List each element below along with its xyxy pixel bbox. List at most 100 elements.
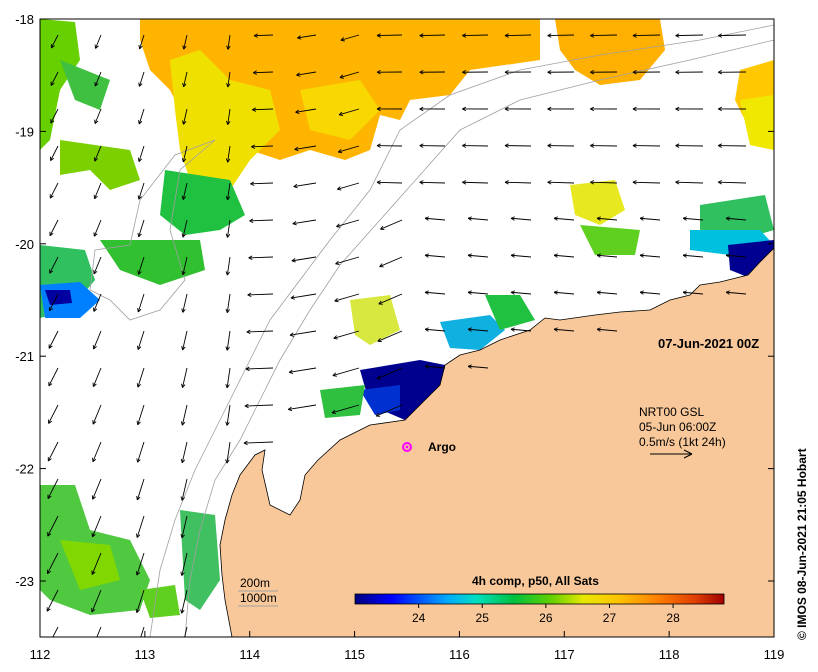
current-arrow	[182, 34, 188, 50]
current-arrow	[379, 256, 403, 268]
current-arrow	[380, 219, 403, 230]
current-arrow	[92, 404, 102, 425]
y-tick-label: -18	[15, 12, 34, 27]
current-arrow	[245, 366, 274, 372]
current-arrow	[675, 33, 704, 38]
current-arrow	[48, 404, 59, 424]
land-mass	[219, 247, 774, 637]
current-arrow	[225, 145, 231, 163]
y-tick-label: -21	[15, 349, 34, 364]
current-arrow	[334, 293, 360, 303]
current-arrow	[553, 290, 575, 295]
current-arrow	[252, 107, 274, 112]
current-arrow	[48, 367, 59, 387]
sst-patch-green-c2	[320, 385, 365, 418]
scale-arrowhead	[683, 449, 693, 459]
current-arrow	[504, 33, 532, 38]
x-tick-label: 113	[134, 647, 155, 662]
current-arrow	[293, 182, 317, 189]
current-arrow	[462, 33, 489, 38]
current-arrow	[294, 145, 317, 152]
current-arrow	[138, 108, 145, 125]
current-arrow	[462, 180, 489, 185]
current-arrow	[424, 216, 446, 221]
current-arrow	[94, 34, 102, 49]
current-arrow	[682, 290, 704, 295]
current-arrow	[288, 367, 317, 374]
current-arrow	[140, 626, 145, 637]
current-arrow	[93, 182, 102, 200]
current-arrow	[718, 33, 747, 38]
current-arrow	[92, 330, 102, 350]
current-arrow	[180, 478, 188, 501]
current-arrow	[504, 70, 532, 75]
current-arrow	[590, 70, 618, 75]
current-arrow	[335, 256, 360, 265]
current-arrow	[419, 106, 446, 112]
colorbar-ticks: 24 25 26 27 28	[412, 604, 680, 625]
colorbar-tick-label: 27	[603, 611, 617, 625]
date-label: 07-Jun-2021 00Z	[658, 336, 759, 351]
current-arrow	[46, 589, 59, 612]
current-arrow	[226, 34, 231, 50]
current-arrow	[462, 106, 489, 112]
current-arrow	[50, 145, 59, 162]
current-arrow	[47, 441, 59, 462]
current-arrow	[180, 589, 188, 614]
current-arrow	[376, 180, 403, 185]
current-arrow	[547, 143, 575, 148]
current-arrow	[504, 180, 532, 185]
current-arrow	[547, 106, 575, 112]
sst-patch-yellow-east	[740, 95, 774, 150]
current-arrow	[632, 143, 661, 148]
current-arrow	[49, 182, 59, 199]
argo-icon	[402, 442, 412, 452]
current-arrow	[553, 216, 575, 221]
current-arrow	[47, 515, 59, 537]
current-arrow	[378, 293, 403, 305]
current-arrow	[226, 71, 231, 88]
current-arrow	[337, 145, 360, 154]
current-arrow	[136, 367, 145, 388]
current-arrow	[337, 182, 360, 191]
current-arrow	[181, 256, 188, 276]
current-arrow	[553, 253, 575, 258]
current-arrow	[250, 181, 274, 186]
current-arrow	[225, 219, 231, 238]
current-arrow	[553, 327, 575, 332]
current-arrow	[725, 290, 747, 295]
current-arrow	[48, 330, 59, 349]
argo-marker[interactable]: Argo	[402, 440, 456, 454]
y-tick-label: -20	[15, 237, 34, 252]
current-arrow	[225, 256, 231, 276]
current-arrow	[137, 182, 145, 200]
current-arrow	[50, 34, 59, 49]
current-arrow	[376, 69, 403, 75]
colorbar-gradient	[354, 593, 725, 605]
current-arrow	[181, 293, 188, 313]
current-legend-line2: 05-Jun 06:00Z	[639, 420, 716, 434]
sst-patch-green-w	[60, 140, 140, 190]
current-arrow	[93, 219, 102, 237]
current-arrow	[376, 367, 403, 380]
credit-label: © IMOS 08-Jun-2021 21:05 Hobart	[795, 448, 809, 640]
current-arrow	[596, 327, 618, 332]
depth-legend-200m: 200m	[240, 576, 270, 590]
sst-patch-lime-sw	[60, 540, 120, 590]
current-arrow	[137, 256, 145, 275]
current-arrow	[182, 108, 188, 125]
current-arrow	[675, 106, 704, 112]
current-arrow	[46, 552, 59, 575]
current-arrow	[510, 253, 532, 258]
current-arrow	[590, 106, 618, 112]
current-arrow	[137, 145, 145, 162]
current-legend: NRT00 GSL 05-Jun 06:00Z 0.5m/s (1kt 24h)	[639, 405, 726, 459]
x-axis: 112 113 114 115 116 117 118 119	[30, 631, 784, 662]
current-arrow	[462, 143, 489, 148]
current-arrow	[52, 626, 59, 637]
current-arrow	[596, 290, 618, 295]
current-arrow	[718, 106, 747, 112]
current-arrow	[590, 143, 618, 148]
current-arrow	[547, 33, 575, 38]
colorbar-tick-label: 28	[666, 611, 680, 625]
